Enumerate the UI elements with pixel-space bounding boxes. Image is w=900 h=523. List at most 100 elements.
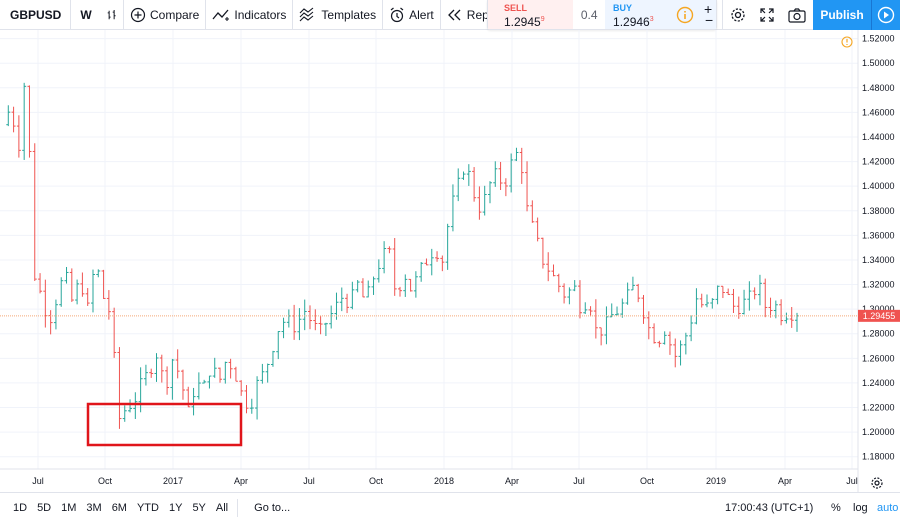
auto-scale-button[interactable]: auto (877, 501, 899, 514)
fullscreen-icon (760, 8, 774, 22)
compare-button[interactable]: Compare (124, 0, 205, 30)
price-tick-label: 1.28000 (862, 329, 895, 339)
alert-button[interactable]: Alert (383, 0, 440, 30)
ohlc-bar (202, 379, 207, 384)
ohlc-bar (90, 269, 95, 313)
ohlc-bar (419, 262, 424, 282)
ohlc-bar (525, 161, 530, 212)
indicators-icon (212, 9, 230, 21)
price-tick-label: 1.42000 (862, 157, 895, 167)
top-toolbar: GBPUSD W Compare Indicators Templates Al… (0, 0, 900, 30)
time-tick-label: Jul (573, 476, 585, 486)
price-tick-label: 1.40000 (862, 181, 895, 191)
settings-button[interactable] (723, 0, 753, 30)
ohlc-bar (757, 274, 762, 306)
ohlc-bar (720, 285, 725, 299)
ohlc-bar (112, 307, 117, 358)
ohlc-bar (128, 399, 133, 413)
ohlc-bar (487, 181, 492, 204)
ohlc-bar (472, 167, 477, 202)
zoom-out-icon[interactable]: − (705, 12, 714, 28)
ohlc-bar (382, 241, 387, 274)
ohlc-bar (350, 281, 355, 310)
ohlc-bar (360, 278, 365, 298)
ohlc-bar (498, 161, 503, 190)
ohlc-bar (736, 296, 741, 319)
range-button-1m[interactable]: 1M (61, 501, 77, 514)
price-scale[interactable]: 1.52000 1.50000 1.48000 1.46000 1.44000 1.420… (862, 34, 895, 462)
ohlc-bar (32, 143, 37, 282)
ohlc-bar (239, 380, 244, 396)
ohlc-bar (196, 372, 201, 400)
indicators-button[interactable]: Indicators (206, 0, 292, 30)
highlight-rectangle[interactable] (86, 402, 243, 447)
ohlc-bar (503, 178, 508, 197)
toolbar-divider (382, 0, 384, 30)
fullscreen-button[interactable] (753, 0, 781, 30)
ohlc-bar (392, 238, 397, 296)
bars-style-icon (107, 9, 116, 19)
templates-button[interactable]: Templates (293, 0, 382, 30)
ohlc-bar (64, 266, 69, 284)
ohlc-bar (562, 283, 567, 304)
ohlc-bar (355, 279, 360, 293)
ohlc-bar (567, 287, 572, 305)
ohlc-bar (212, 357, 217, 378)
price-chart[interactable]: 1.52000 1.50000 1.48000 1.46000 1.44000 1.420… (0, 30, 900, 492)
ohlc-bar (715, 285, 720, 305)
interval-button[interactable]: W (80, 7, 92, 22)
time-tick-label: Oct (369, 476, 384, 486)
price-tick-label: 1.22000 (862, 403, 895, 413)
ohlc-bar (323, 322, 328, 337)
alert-label: Alert (409, 7, 434, 22)
play-button[interactable] (871, 0, 900, 30)
range-button-5y[interactable]: 5Y (192, 501, 206, 514)
ohlc-bar (540, 237, 545, 269)
snapshot-button[interactable] (781, 0, 813, 30)
ohlc-bar (678, 340, 683, 366)
ohlc-bar (620, 298, 625, 318)
goto-button[interactable]: Go to... (237, 498, 295, 517)
ohlc-bar (366, 280, 371, 298)
ohlc-bar (493, 161, 498, 187)
alarm-clock-icon (390, 7, 404, 22)
ohlc-bar (408, 278, 413, 292)
range-button-ytd[interactable]: YTD (136, 501, 159, 514)
range-button-3m[interactable]: 3M (86, 501, 102, 514)
symbol-search-button[interactable]: GBPUSD (10, 7, 62, 22)
clock-display[interactable]: 17:00:43 (UTC+1) (725, 502, 814, 514)
ohlc-bar (615, 306, 620, 316)
time-tick-label: 2019 (706, 476, 726, 486)
log-scale-button[interactable]: log (853, 501, 868, 514)
time-scale[interactable]: Jul Oct 2017 Apr Jul Oct 2018 Apr Jul Oct 2019 Apr J… (32, 476, 858, 486)
range-button-6m[interactable]: 6M (111, 501, 127, 514)
chart-warning[interactable] (841, 36, 853, 48)
sell-price: 1.29459 (504, 15, 545, 29)
ohlc-bar (763, 278, 768, 318)
ohlc-bar (752, 287, 757, 300)
ohlc-bar (466, 164, 471, 186)
info-button[interactable] (672, 0, 698, 30)
ohlc-bar (334, 292, 339, 320)
ohlc-bar (302, 299, 307, 331)
ohlc-bar (509, 153, 514, 193)
zoom-in-icon[interactable]: + (704, 1, 713, 17)
ohlc-bar (180, 369, 185, 400)
ohlc-bar (667, 331, 672, 355)
ohlc-bar (673, 338, 678, 368)
ohlc-bar (636, 283, 641, 303)
ohlc-bar (726, 288, 731, 295)
ohlc-bar (609, 303, 614, 318)
sell-button[interactable]: SELL 1.29459 (488, 0, 574, 29)
buy-button[interactable]: BUY 1.29463 (605, 0, 716, 29)
chart-style-button[interactable] (101, 0, 123, 30)
publish-button[interactable]: Publish (813, 0, 871, 30)
ohlc-bar (260, 363, 265, 384)
percent-scale-button[interactable]: % (831, 501, 841, 514)
chart-grid (0, 30, 858, 469)
range-button-all[interactable]: All (215, 501, 229, 514)
rewind-icon (447, 9, 461, 20)
range-button-1d[interactable]: 1D (13, 501, 28, 514)
range-button-1y[interactable]: 1Y (168, 501, 183, 514)
range-button-5d[interactable]: 5D (37, 501, 52, 514)
